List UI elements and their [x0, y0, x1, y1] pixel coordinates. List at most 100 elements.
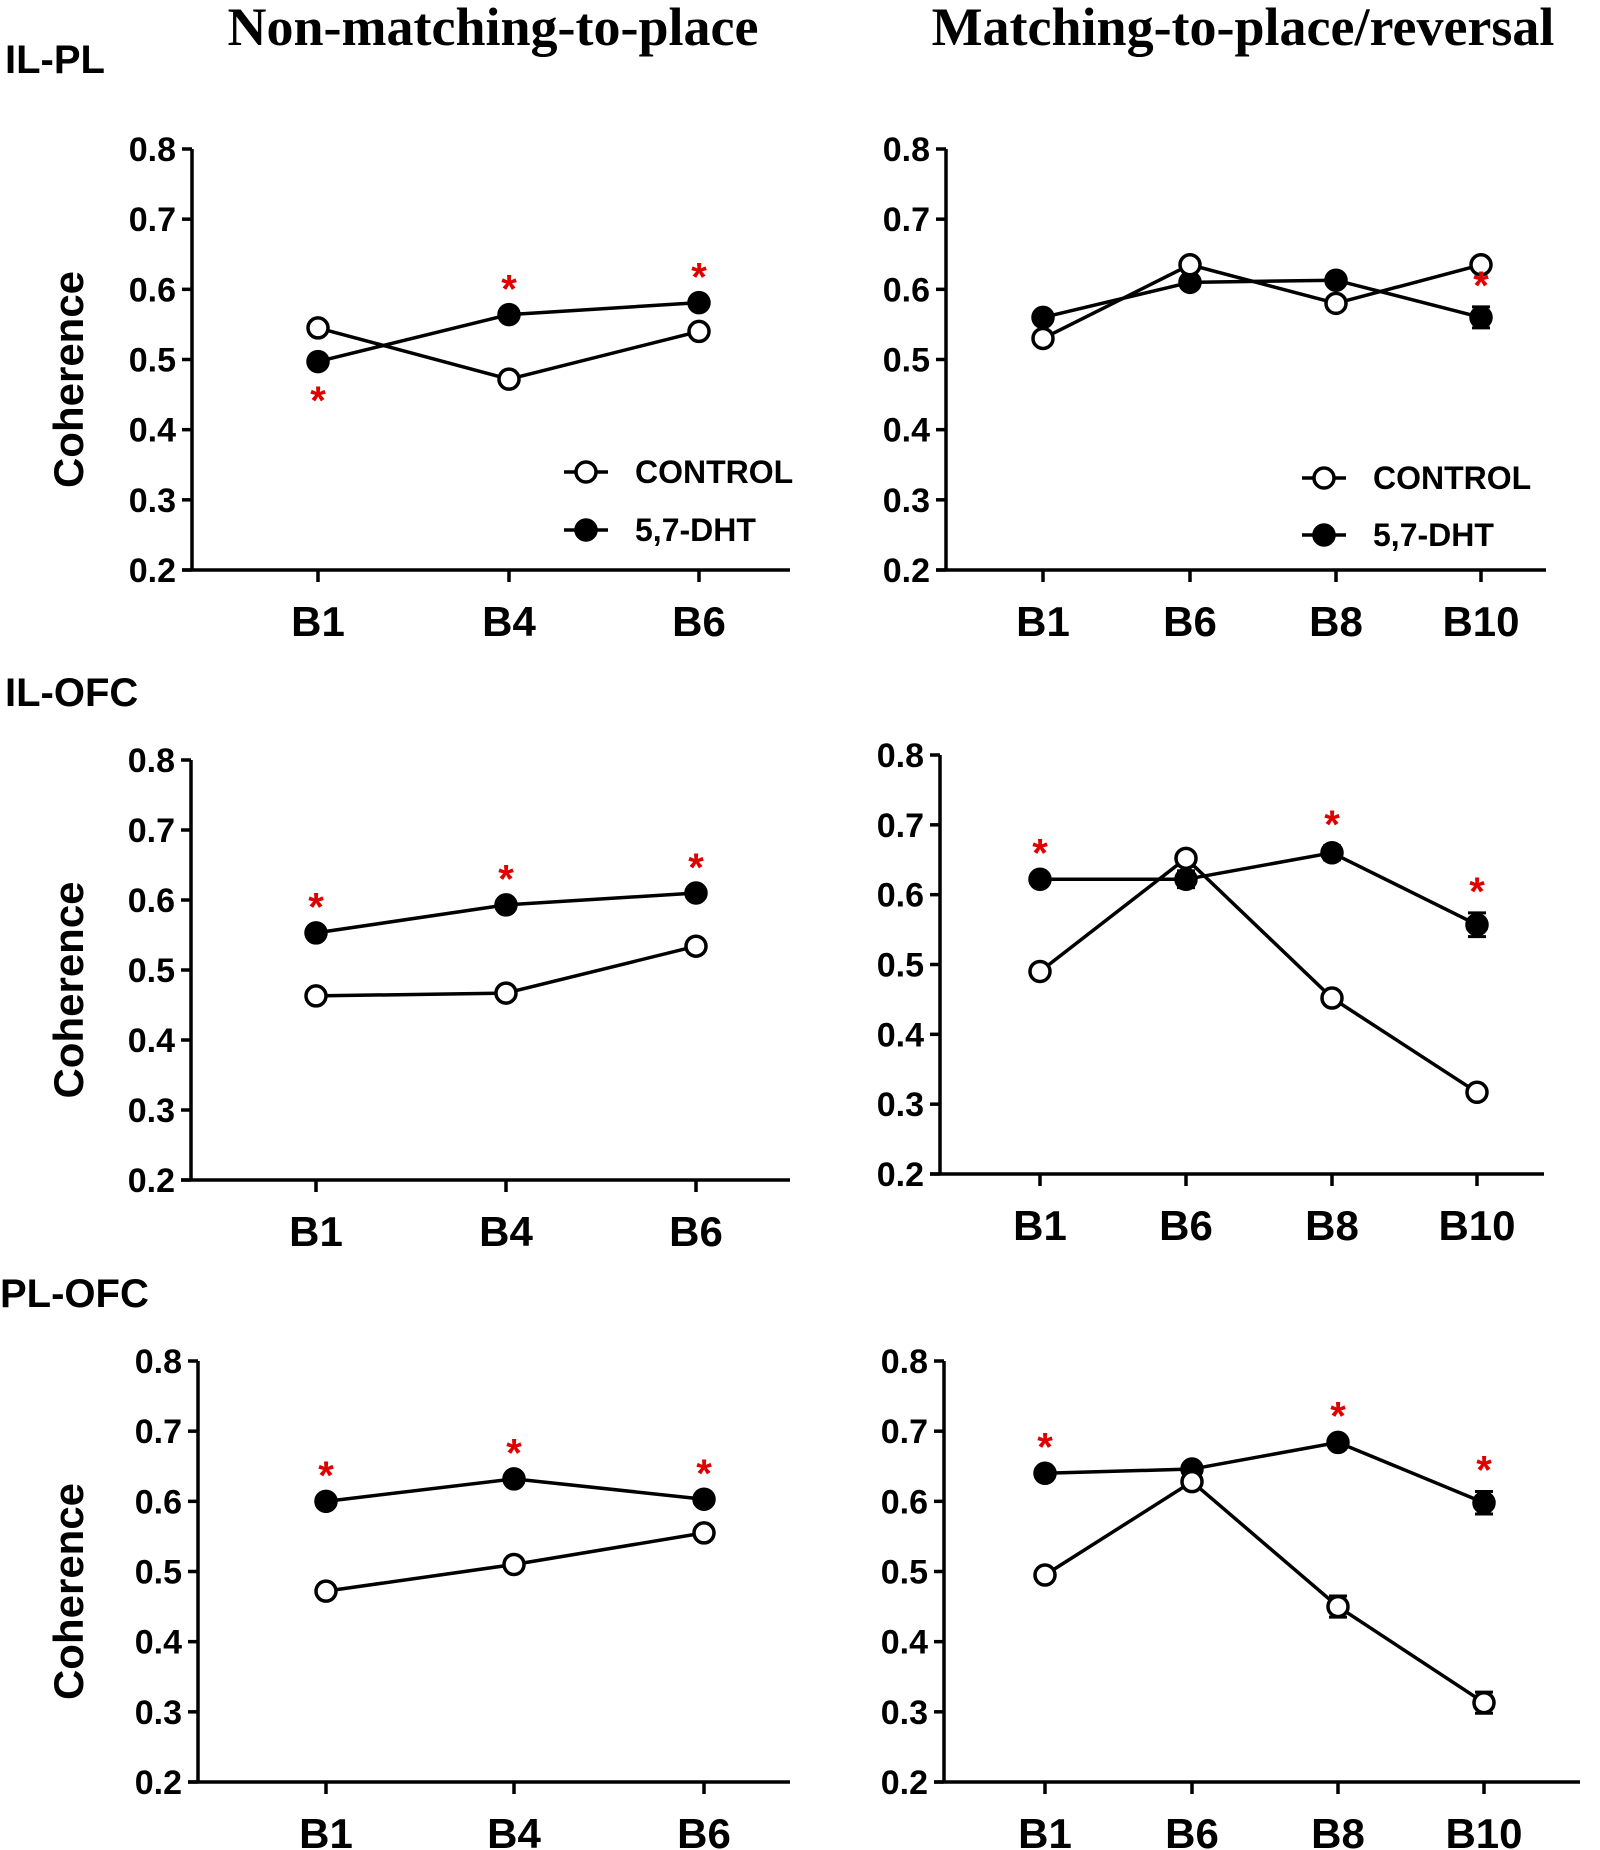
dht-point: [1031, 305, 1055, 330]
chart-panel-3: 0.2 0.3 0.4 0.5 0.6 0.7 0.8 B1 B4 B6 Coherence * * *: [45, 742, 790, 1255]
y-tick-label: 0.3: [881, 1694, 928, 1732]
x-tick-label: B6: [1165, 1810, 1219, 1850]
dht-point: [304, 921, 328, 945]
y-tick-label: 0.5: [883, 342, 930, 380]
dht-point: [684, 881, 708, 905]
control-point: [1320, 986, 1344, 1010]
dht-line: [1040, 850, 1478, 927]
dht-point: [1028, 867, 1052, 892]
y-tick-label: 0.8: [128, 742, 175, 780]
y-tick-label: 0.3: [877, 1086, 924, 1124]
x-tick-label: B1: [299, 1810, 353, 1850]
x-tick-label: B6: [677, 1810, 731, 1850]
significance-asterisk: *: [1469, 870, 1485, 914]
legend-marker-icon: [574, 460, 598, 484]
dht-point: [494, 893, 518, 917]
control-point: [1174, 846, 1198, 871]
y-tick-label: 0.5: [135, 1554, 182, 1592]
legend-marker-icon: [1312, 466, 1336, 490]
control-point: [684, 934, 708, 958]
y-tick-label: 0.8: [135, 1343, 182, 1381]
dht-point: [1465, 912, 1489, 937]
dht-point: [1320, 841, 1344, 865]
dht-point: [314, 1489, 338, 1514]
significance-asterisk: *: [1473, 264, 1489, 308]
significance-asterisk: *: [498, 858, 514, 902]
x-tick-label: B8: [1309, 598, 1363, 645]
control-point: [1326, 1594, 1350, 1619]
significance-asterisk: *: [1330, 1394, 1346, 1438]
y-tick-label: 0.7: [883, 201, 930, 239]
column-title-non-matching: Non-matching-to-place: [228, 0, 759, 57]
control-point: [692, 1521, 716, 1545]
significance-asterisk: *: [691, 255, 707, 299]
control-point: [1324, 291, 1348, 316]
chart-panel-5: 0.2 0.3 0.4 0.5 0.6 0.7 0.8 B1 B4 B6 Coherence * * *: [45, 1343, 790, 1850]
legend-label: CONTROL: [1373, 460, 1531, 496]
y-tick-label: 0.6: [129, 271, 176, 309]
significance-asterisk: *: [318, 1454, 334, 1498]
dht-line: [1044, 1440, 1485, 1505]
significance-asterisk: *: [1476, 1449, 1492, 1493]
y-tick-label: 0.4: [135, 1624, 182, 1662]
control-point: [1028, 959, 1052, 984]
chart-panel-6: 0.2 0.3 0.4 0.5 0.6 0.7 0.8 B1 B6 B8 B10 * * *: [881, 1343, 1580, 1850]
significance-asterisk: *: [1037, 1425, 1053, 1469]
x-tick-label: B4: [487, 1810, 541, 1850]
control-point: [1033, 1563, 1057, 1587]
y-tick-label: 0.2: [881, 1764, 928, 1802]
x-tick-label: B1: [289, 1208, 343, 1255]
chart-panel-4: 0.2 0.3 0.4 0.5 0.6 0.7 0.8 B1 B6 B8 B10 * * *: [877, 737, 1544, 1249]
legend-item-control: CONTROL: [564, 454, 793, 490]
y-tick-label: 0.6: [128, 882, 175, 920]
significance-asterisk: *: [501, 267, 517, 311]
y-tick-label: 0.2: [877, 1156, 924, 1194]
row-label-il-pl: IL-PL: [5, 38, 105, 82]
significance-asterisk: *: [696, 1452, 712, 1496]
y-tick-label: 0.5: [881, 1554, 928, 1592]
y-tick-label: 0.7: [129, 201, 176, 239]
control-point: [304, 984, 328, 1008]
x-tick-label: B10: [1445, 1810, 1522, 1850]
control-point: [502, 1552, 526, 1577]
legend-label: CONTROL: [635, 454, 793, 490]
row-label-pl-ofc: PL-OFC: [0, 1272, 149, 1316]
y-tick-label: 0.8: [883, 131, 930, 169]
dht-point: [1324, 268, 1348, 292]
y-tick-label: 0.4: [128, 1022, 175, 1060]
y-tick-label: 0.4: [877, 1016, 924, 1054]
dht-point: [692, 1487, 716, 1511]
x-tick-label: B10: [1438, 1202, 1515, 1249]
dht-point: [1033, 1461, 1057, 1486]
control-point: [1031, 326, 1055, 351]
dht-point: [306, 349, 330, 374]
control-point: [1469, 253, 1493, 277]
x-tick-label: B6: [669, 1208, 723, 1255]
dht-line: [1042, 278, 1482, 320]
control-point: [1465, 1080, 1489, 1105]
legend-item-dht: 5,7-DHT: [1302, 517, 1494, 553]
x-tick-label: B8: [1311, 1810, 1365, 1850]
y-tick-label: 0.3: [883, 482, 930, 520]
x-tick-label: B6: [1163, 598, 1217, 645]
y-tick-label: 0.4: [129, 412, 176, 450]
control-line: [1044, 1479, 1485, 1705]
legend-marker-icon: [574, 518, 598, 542]
y-tick-label: 0.3: [135, 1694, 182, 1732]
y-axis-label: Coherence: [45, 881, 92, 1098]
control-point: [497, 367, 521, 391]
x-tick-label: B4: [479, 1208, 533, 1255]
significance-asterisk: *: [308, 886, 324, 930]
control-point: [494, 981, 518, 1005]
y-tick-label: 0.4: [881, 1624, 928, 1662]
y-tick-label: 0.6: [135, 1483, 182, 1521]
control-line: [1042, 262, 1482, 341]
y-tick-label: 0.6: [883, 271, 930, 309]
row-label-il-ofc: IL-OFC: [5, 671, 138, 715]
legend-label: 5,7-DHT: [1373, 517, 1494, 553]
x-tick-label: B6: [1159, 1202, 1213, 1249]
y-tick-label: 0.6: [881, 1483, 928, 1521]
control-point: [1180, 1469, 1204, 1494]
y-axis-label: Coherence: [45, 271, 92, 488]
